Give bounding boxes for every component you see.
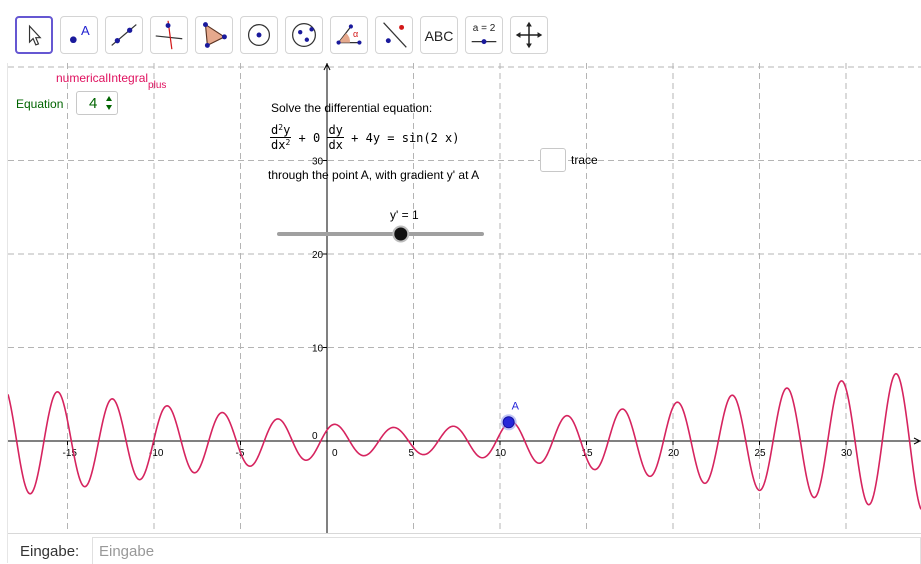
left-edge [0,63,8,563]
x-tick-label: 5 [409,448,415,459]
angle-icon [336,24,362,45]
eq-rhs: + 4y = sin(2 x) [351,130,460,145]
spinner-arrows-icon[interactable] [105,95,113,111]
angle-tool[interactable]: α [330,16,368,54]
trace-checkbox[interactable] [540,148,566,172]
through-text: through the point A, with gradient y' at… [268,168,480,182]
circle-center-point-icon [247,23,271,47]
line-icon [111,24,137,46]
y-tick-label: 0 [312,431,318,442]
equation-spinner[interactable]: 4 [76,91,118,115]
slider-tool-label: a = 2 [472,23,496,34]
point-a[interactable] [502,416,515,429]
angle-tool-label: α [353,29,359,39]
toolbar: A [0,0,921,64]
y-axis-arrow [323,63,331,71]
cursor-arrow-icon [28,24,42,46]
x-tick-label: 30 [841,448,853,459]
reflect-about-line-icon [383,22,407,48]
slider-tool[interactable]: a = 2 [465,16,503,54]
second-derivative-fraction: d2y dx2 [270,123,292,152]
input-field[interactable] [92,537,921,564]
slider-caption: y' = 1 [390,208,419,222]
line-tool[interactable] [105,16,143,54]
equation-value: 4 [89,95,98,112]
equation-label: Equation [16,97,64,111]
x-tick-label: 20 [668,448,680,459]
first-derivative-fraction: dy dx [327,123,344,152]
numerical-integral-label: numericalIntegralplus [56,71,167,91]
solution-curve [8,372,921,510]
x-tick-label: 10 [495,448,507,459]
solve-text: Solve the differential equation: [271,101,433,115]
conic-tool[interactable] [285,16,323,54]
x-tick-label: -10 [149,448,164,459]
y-tick-label: 30 [312,157,324,168]
trace-label: trace [571,153,598,167]
point-tool[interactable]: A [60,16,98,54]
input-bar: Eingabe: [8,533,921,564]
polygon-tool[interactable] [195,16,233,54]
point-icon [70,36,77,44]
graphics-view[interactable]: -15 -10 -5 0 5 10 15 20 25 30 30 20 10 0 A numericalIn… [8,63,921,533]
y-tick-label: 10 [312,344,324,355]
circle-tool[interactable] [240,16,278,54]
x-tick-label: -15 [63,448,78,459]
y-tick-label: 20 [312,250,324,261]
point-a-label: A [512,400,520,412]
polygon-icon [203,22,227,48]
reflect-tool[interactable] [375,16,413,54]
slider-knob[interactable] [394,227,408,241]
x-tick-label: 25 [755,448,767,459]
input-label: Eingabe: [20,543,80,560]
text-tool[interactable]: ABC [420,16,458,54]
point-tool-label: A [81,23,90,38]
slider-icon [471,39,497,45]
perpendicular-tool[interactable] [150,16,188,54]
perpendicular-line-icon [155,20,183,50]
differential-equation: d2y dx2 + 0 dy dx + 4y = sin(2 x) [270,123,460,152]
x-axis-arrow [913,437,921,445]
x-tick-label: 0 [332,448,338,459]
eq-plus-zero: + 0 [298,130,321,145]
ellipse-icon [292,23,316,47]
move-graphics-view-icon [515,21,543,49]
move-graphics-tool[interactable] [510,16,548,54]
x-tick-label: 15 [582,448,594,459]
move-tool[interactable] [15,16,53,54]
text-icon: ABC [424,28,454,44]
